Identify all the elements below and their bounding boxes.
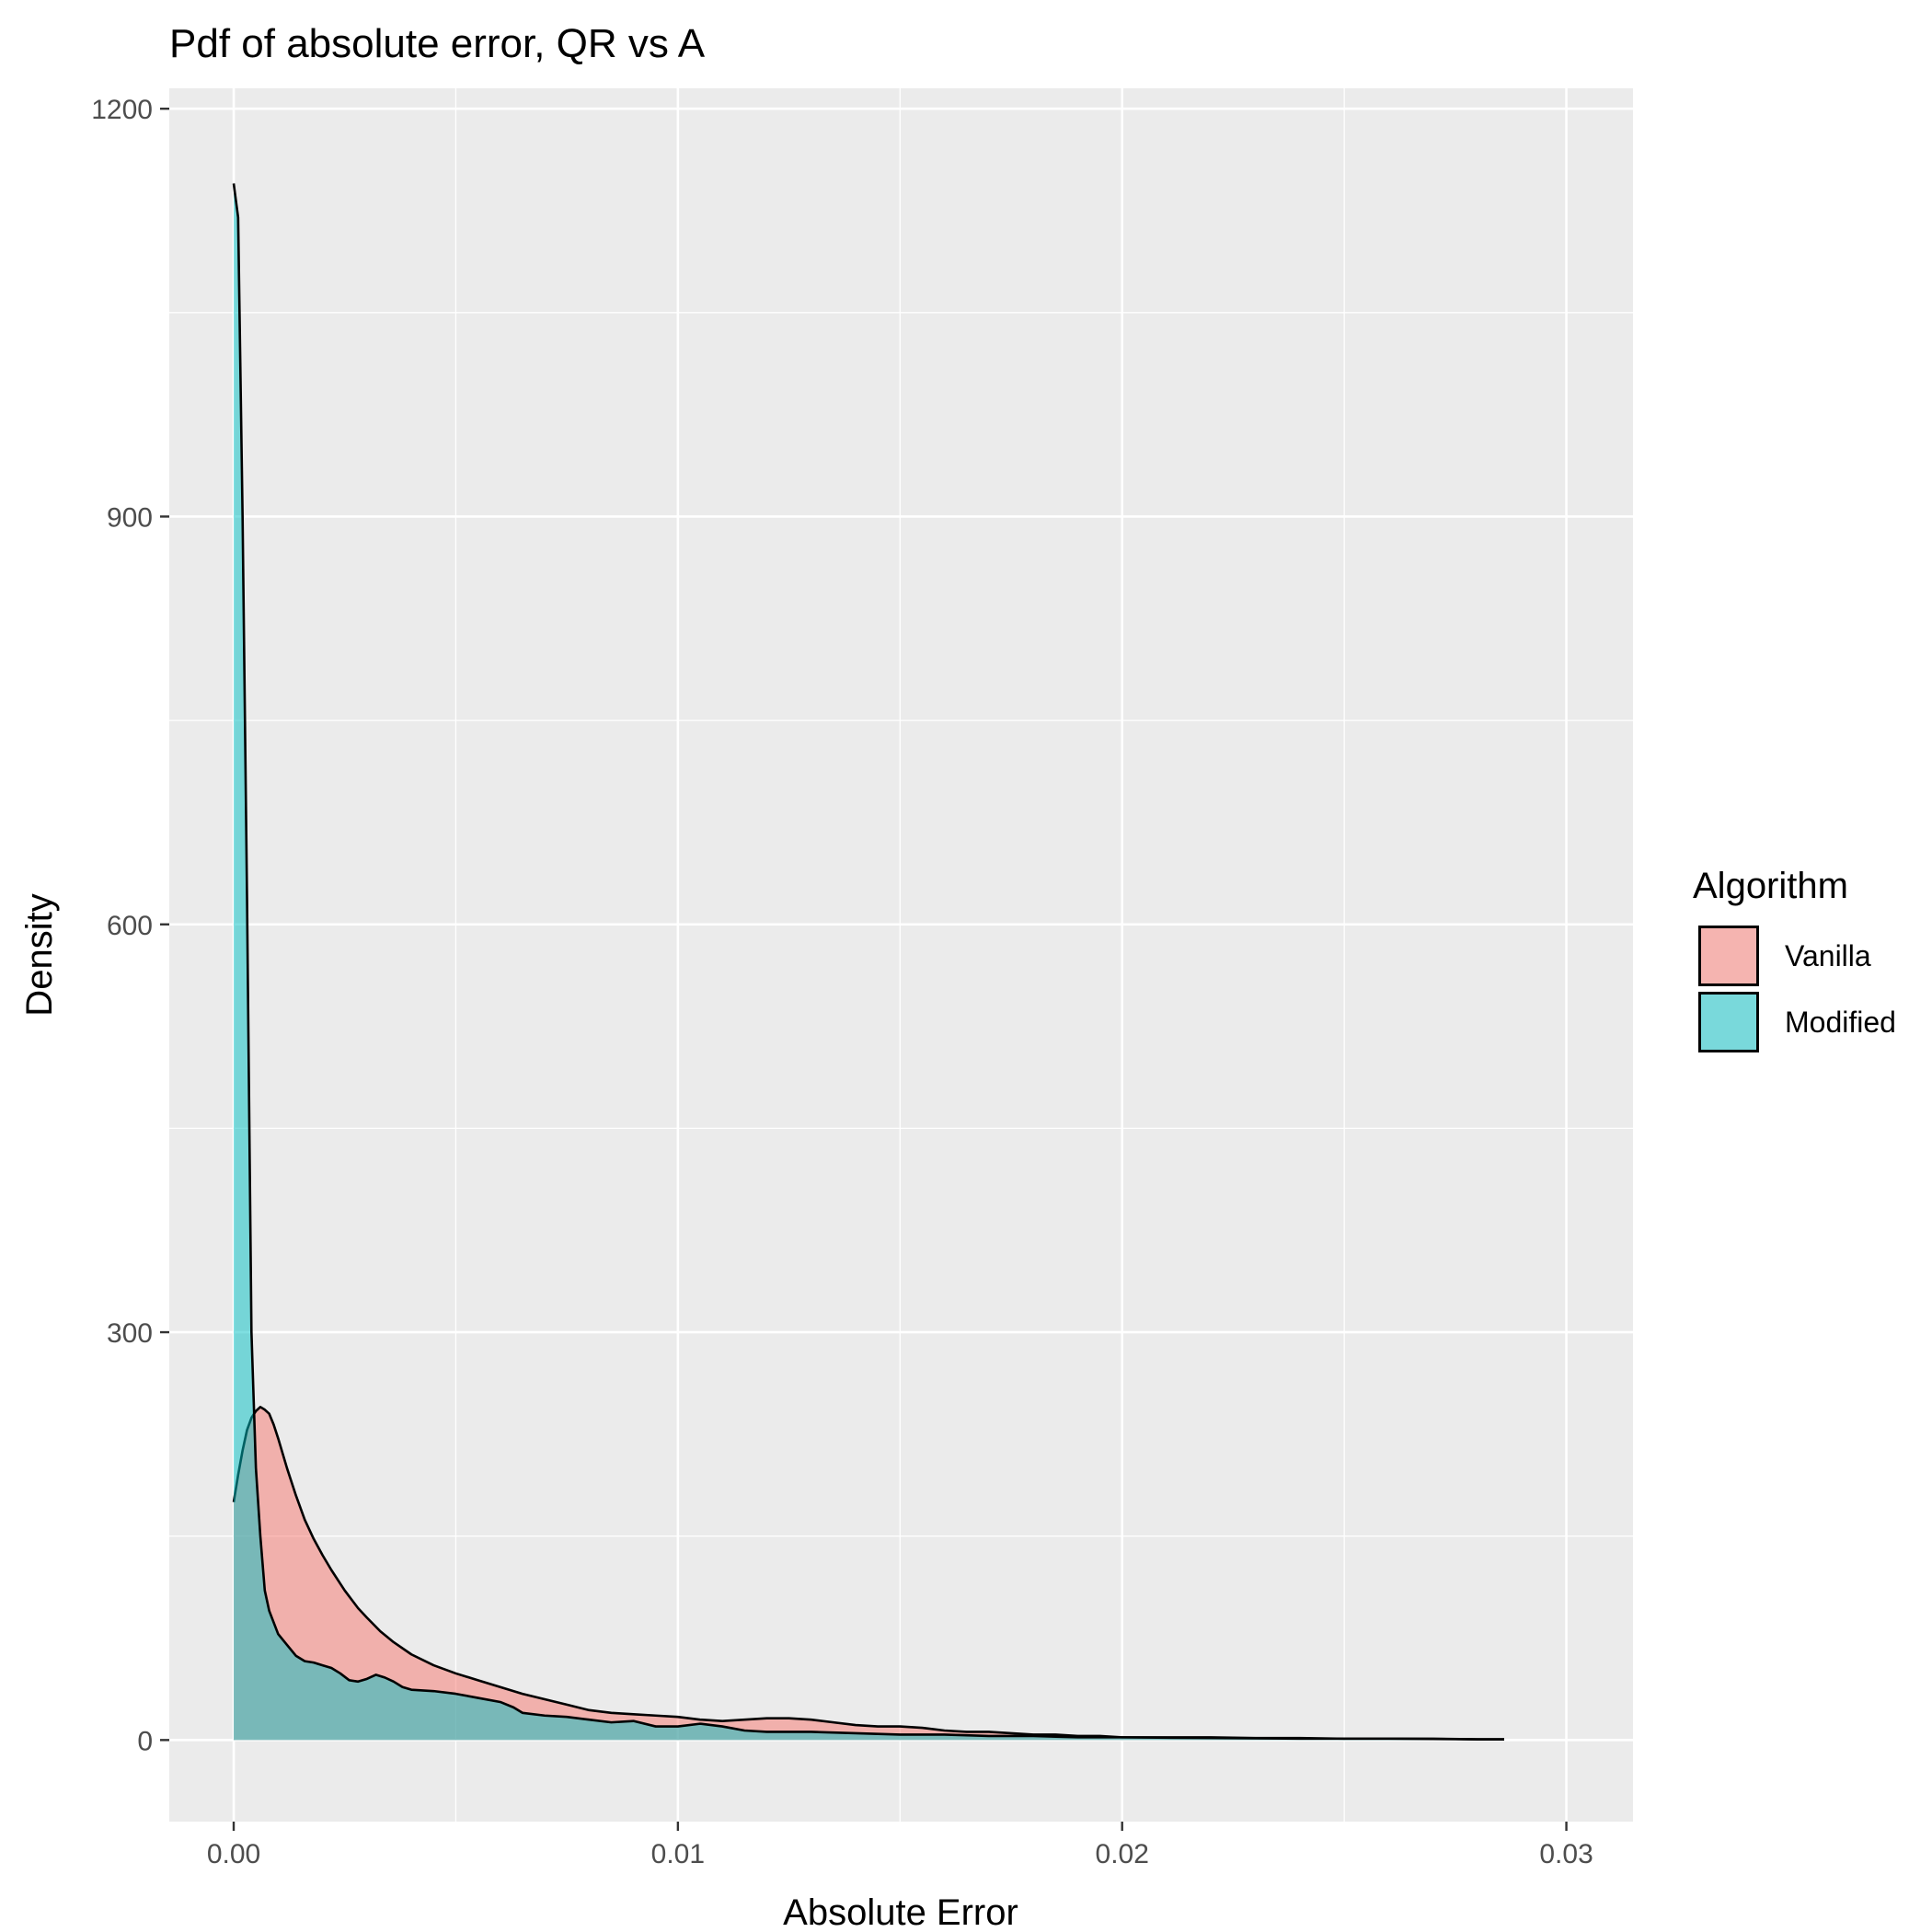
legend-items: Vanilla Modified <box>1698 926 1896 1052</box>
x-axis-title: Absolute Error <box>783 1892 1018 1932</box>
legend-title: Algorithm <box>1693 866 1848 906</box>
x-tick-label: 0.03 <box>1539 1839 1593 1869</box>
modified-density-line <box>232 183 1504 1741</box>
plot-panel <box>169 88 1633 1822</box>
x-tick-label: 0.00 <box>207 1839 260 1869</box>
legend: Algorithm Vanilla Modified <box>1693 866 1896 1052</box>
density-areas <box>232 183 1504 1741</box>
y-tick-label: 900 <box>107 502 153 533</box>
x-axis: 0.00 0.01 0.02 0.03 <box>207 1822 1593 1869</box>
legend-label-modified: Modified <box>1785 1006 1896 1039</box>
y-tick-label: 300 <box>107 1318 153 1349</box>
legend-label-vanilla: Vanilla <box>1785 939 1871 972</box>
y-tick-label: 0 <box>137 1726 153 1756</box>
legend-swatch-vanilla <box>1698 926 1759 986</box>
x-tick-label: 0.02 <box>1096 1839 1149 1869</box>
vanilla-density-line <box>232 1406 1504 1741</box>
legend-swatch-modified <box>1698 992 1759 1052</box>
y-tick-label: 600 <box>107 911 153 941</box>
chart-title: Pdf of absolute error, QR vs A <box>169 21 706 66</box>
x-tick-label: 0.01 <box>651 1839 705 1869</box>
y-axis: 0 300 600 900 1200 <box>91 95 169 1756</box>
y-axis-title: Density <box>19 893 60 1016</box>
y-tick-label: 1200 <box>91 95 153 125</box>
grid-minor <box>169 88 1633 1822</box>
